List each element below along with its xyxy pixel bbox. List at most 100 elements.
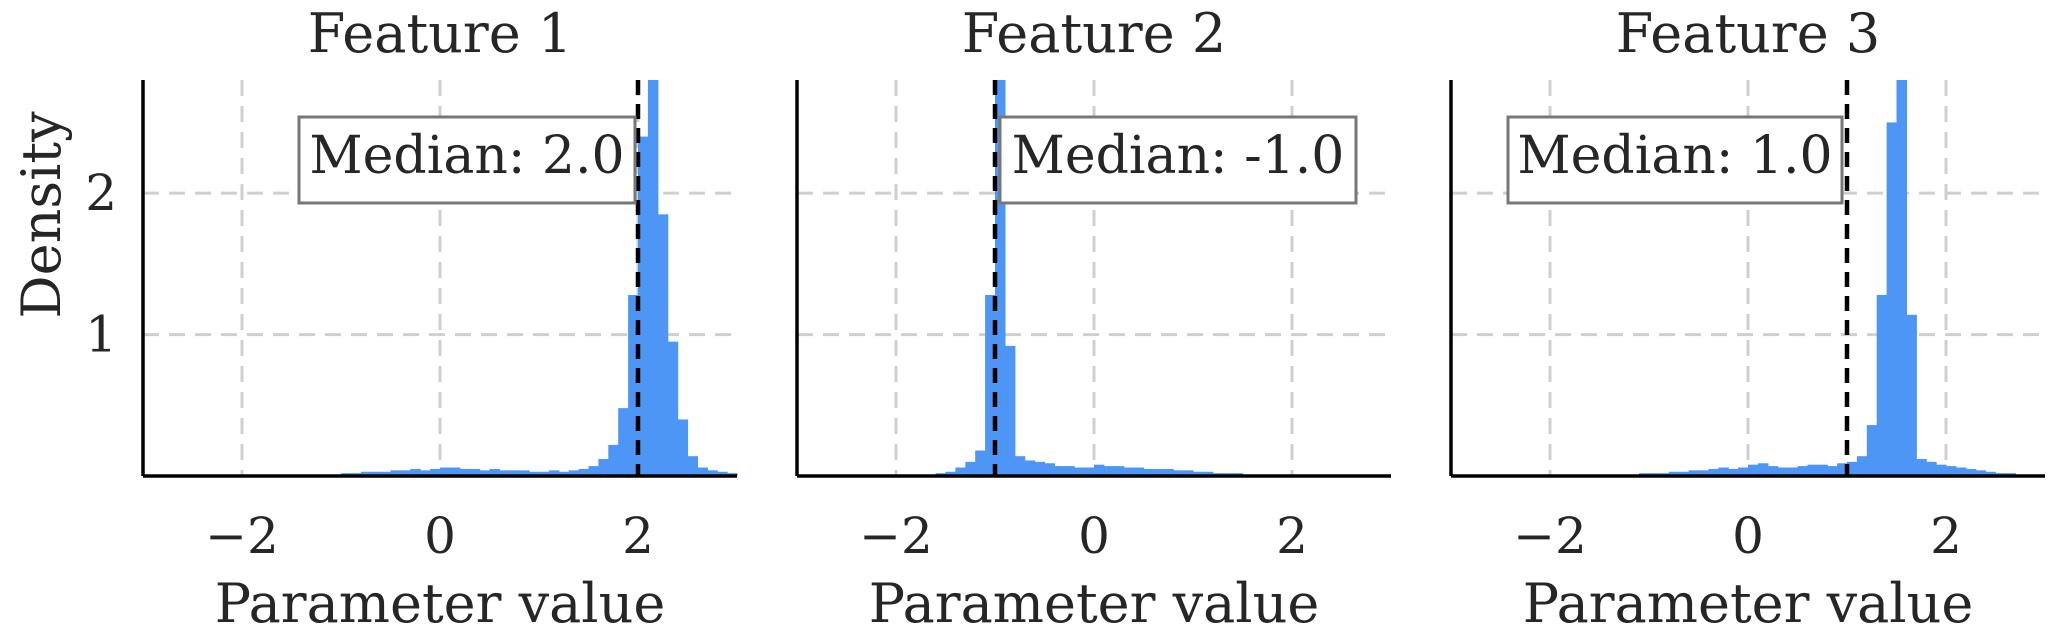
histogram-bar — [687, 456, 698, 476]
x-tick-label: 0 — [424, 507, 456, 565]
histogram-bar — [1767, 466, 1779, 476]
histogram-bar — [1064, 466, 1075, 476]
histogram-bar — [1014, 456, 1026, 476]
histogram-bar — [697, 467, 708, 476]
histogram-bar — [1094, 464, 1105, 476]
x-tick-label: 0 — [1732, 507, 1764, 565]
histogram-bar — [1163, 468, 1174, 476]
histogram-bar — [1757, 463, 1769, 476]
histogram-bar — [1698, 470, 1709, 476]
histogram-bar — [1113, 466, 1125, 476]
histogram-bar — [1985, 471, 1997, 476]
histogram-bar — [430, 468, 441, 476]
x-tick-label: 2 — [1930, 507, 1962, 565]
histogram-bar — [1133, 467, 1145, 476]
panel-title: Feature 1 — [308, 2, 572, 65]
panel-2: Median: -1.0 −2 0 2 Feature 2 Parameter value — [795, 2, 1391, 635]
histogram-bar — [1153, 468, 1164, 476]
histogram-bar — [1946, 466, 1957, 476]
histogram-bar — [1044, 463, 1055, 476]
histogram-bar — [608, 444, 619, 476]
histogram-bar — [1955, 467, 1967, 476]
x-tick-label: −2 — [1513, 507, 1587, 565]
histogram-bar — [410, 468, 421, 476]
histogram-bar — [479, 470, 491, 476]
histogram-bar — [1866, 425, 1878, 476]
histogram-bar — [1738, 467, 1749, 476]
histogram-bar — [945, 471, 956, 476]
histogram-bar — [1143, 468, 1154, 476]
histogram-bar — [370, 471, 382, 476]
histogram-bar — [588, 466, 599, 476]
histogram-bar — [598, 459, 609, 476]
y-tick-label: 1 — [85, 306, 117, 364]
x-axis-label: Parameter value — [869, 572, 1320, 635]
histogram-bar — [955, 467, 966, 476]
histogram-bar — [1688, 470, 1700, 476]
histogram-bar — [558, 471, 570, 476]
histogram-bar — [965, 461, 976, 476]
histogram-bar — [1074, 467, 1085, 476]
histogram-bar — [1024, 460, 1036, 476]
histogram-bar — [499, 470, 510, 476]
histogram-bar — [1906, 314, 1917, 476]
histogram-bar — [539, 471, 550, 476]
median-annotation-box — [297, 115, 637, 205]
histogram-bar — [657, 214, 669, 476]
histogram-bar — [1856, 456, 1868, 476]
histogram-bar — [1837, 463, 1848, 476]
histogram-bar — [1678, 471, 1690, 476]
panel-3: Median: 1.0 −2 0 2 Feature 3 Parameter value — [1449, 2, 2045, 635]
histogram-bar — [489, 468, 500, 476]
histogram-bar — [578, 468, 590, 476]
histogram-bar — [390, 470, 401, 476]
histogram-bar — [1183, 470, 1194, 476]
histogram-bar — [1896, 80, 1907, 476]
x-axis-label: Parameter value — [1523, 572, 1974, 635]
histogram-bar — [459, 468, 471, 476]
histogram-bar — [1718, 467, 1729, 476]
histogram-bar — [1807, 464, 1818, 476]
histogram-bar — [469, 468, 481, 476]
histogram-bar — [1202, 471, 1214, 476]
histogram-bar — [1668, 471, 1680, 476]
histogram-bar — [1916, 459, 1927, 476]
histogram-bar — [985, 294, 996, 476]
histogram-bar — [647, 80, 659, 476]
histogram-bar — [1054, 466, 1065, 476]
histogram-bar — [440, 467, 451, 476]
histogram-bar — [1708, 468, 1719, 476]
histogram-bar — [1004, 345, 1016, 476]
histogram-bar — [1748, 464, 1759, 476]
histogram-bar — [1084, 467, 1095, 476]
histogram-bar — [1827, 466, 1838, 476]
histogram-bar — [707, 470, 718, 476]
histogram-bar — [677, 419, 689, 476]
median-annotation-text: Median: -1.0 — [1012, 126, 1345, 186]
histogram-bar — [548, 470, 560, 476]
histogram-bar — [1886, 122, 1898, 476]
histogram-bar — [1787, 467, 1799, 476]
histogram-bar — [380, 471, 392, 476]
histogram-bar — [509, 470, 520, 476]
x-tick-label: 2 — [1276, 507, 1308, 565]
histogram-bar — [1797, 466, 1808, 476]
histogram-bar — [360, 471, 372, 476]
histogram-bar — [420, 470, 431, 476]
histogram-bar — [1728, 468, 1739, 476]
median-annotation-box — [998, 115, 1358, 205]
histogram-bar — [1926, 461, 1937, 476]
histogram-bar — [717, 471, 728, 476]
histogram-bar — [1936, 464, 1947, 476]
median-annotation-box — [1506, 115, 1844, 205]
panel-1: Median: 2.0 −2 0 2 1 2 Feature 1 Parameter valu… — [85, 2, 738, 635]
histogram-bar — [1777, 467, 1789, 476]
histogram-bar — [975, 450, 986, 476]
histogram-bar — [1965, 468, 1977, 476]
histogram-bar — [638, 136, 649, 477]
histogram-bar — [519, 470, 530, 476]
x-tick-label: 2 — [622, 507, 654, 565]
histogram-bar — [1817, 464, 1828, 476]
histogram-bar — [529, 471, 540, 476]
